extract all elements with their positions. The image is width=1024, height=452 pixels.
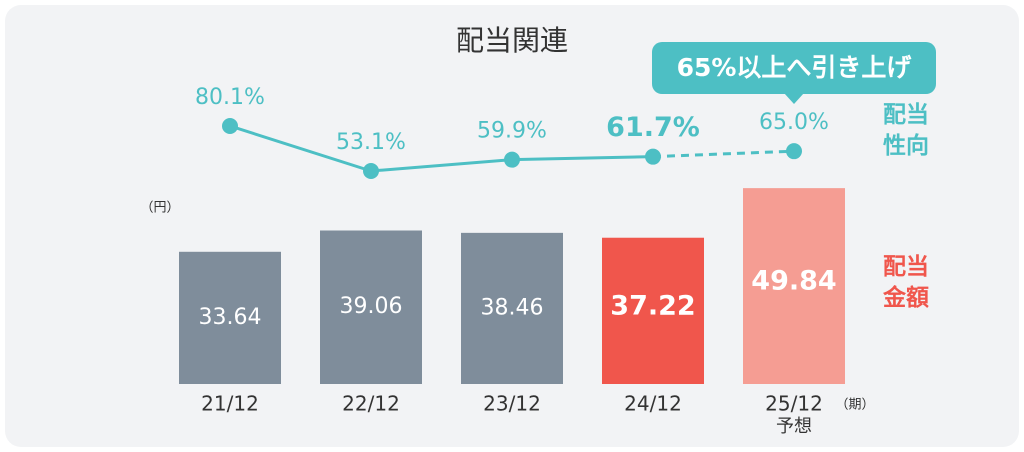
bar: [743, 188, 845, 384]
bar-value-label: 37.22: [610, 290, 695, 321]
bar: [461, 232, 563, 384]
bar: [179, 251, 281, 384]
period-label: （期）: [835, 398, 874, 413]
callout-box: [652, 42, 936, 94]
bar: [320, 230, 422, 384]
x-tick-label: 23/12: [483, 392, 541, 416]
x-tick-sublabel: 予想: [776, 416, 812, 437]
legend-line: 配当性向: [883, 102, 929, 159]
x-tick-label: 25/12: [765, 392, 823, 416]
line-value-label: 59.9%: [477, 119, 547, 144]
bar-value-label: 33.64: [199, 305, 262, 330]
x-tick-label: 21/12: [201, 392, 259, 416]
x-tick-label: 22/12: [342, 392, 400, 416]
bar-value-label: 49.84: [751, 266, 836, 297]
callout-text: 65%以上へ引き上げ: [677, 53, 913, 82]
bar: [602, 237, 704, 384]
line-value-label: 53.1%: [336, 130, 406, 155]
legend-bar: 配当金額: [883, 254, 929, 311]
line-point: [222, 117, 238, 134]
line-segment: [229, 124, 372, 173]
line-value-label: 65.0%: [759, 110, 829, 135]
line-point: [645, 148, 661, 165]
bar-value-label: 39.06: [340, 294, 403, 319]
line-point: [786, 143, 802, 160]
bar-value-label: 38.46: [481, 295, 544, 320]
line-value-label: 61.7%: [606, 112, 700, 143]
chart-title: 配当関連: [456, 24, 568, 57]
line-segment: [652, 149, 795, 159]
unit-label: （円）: [140, 201, 179, 216]
line-point: [363, 163, 379, 179]
x-tick-label: 24/12: [624, 392, 682, 416]
line-segment: [370, 158, 513, 173]
line-segment: [511, 155, 654, 162]
callout-pointer: [784, 93, 804, 104]
line-point: [504, 151, 520, 168]
line-value-label: 80.1%: [195, 85, 265, 110]
